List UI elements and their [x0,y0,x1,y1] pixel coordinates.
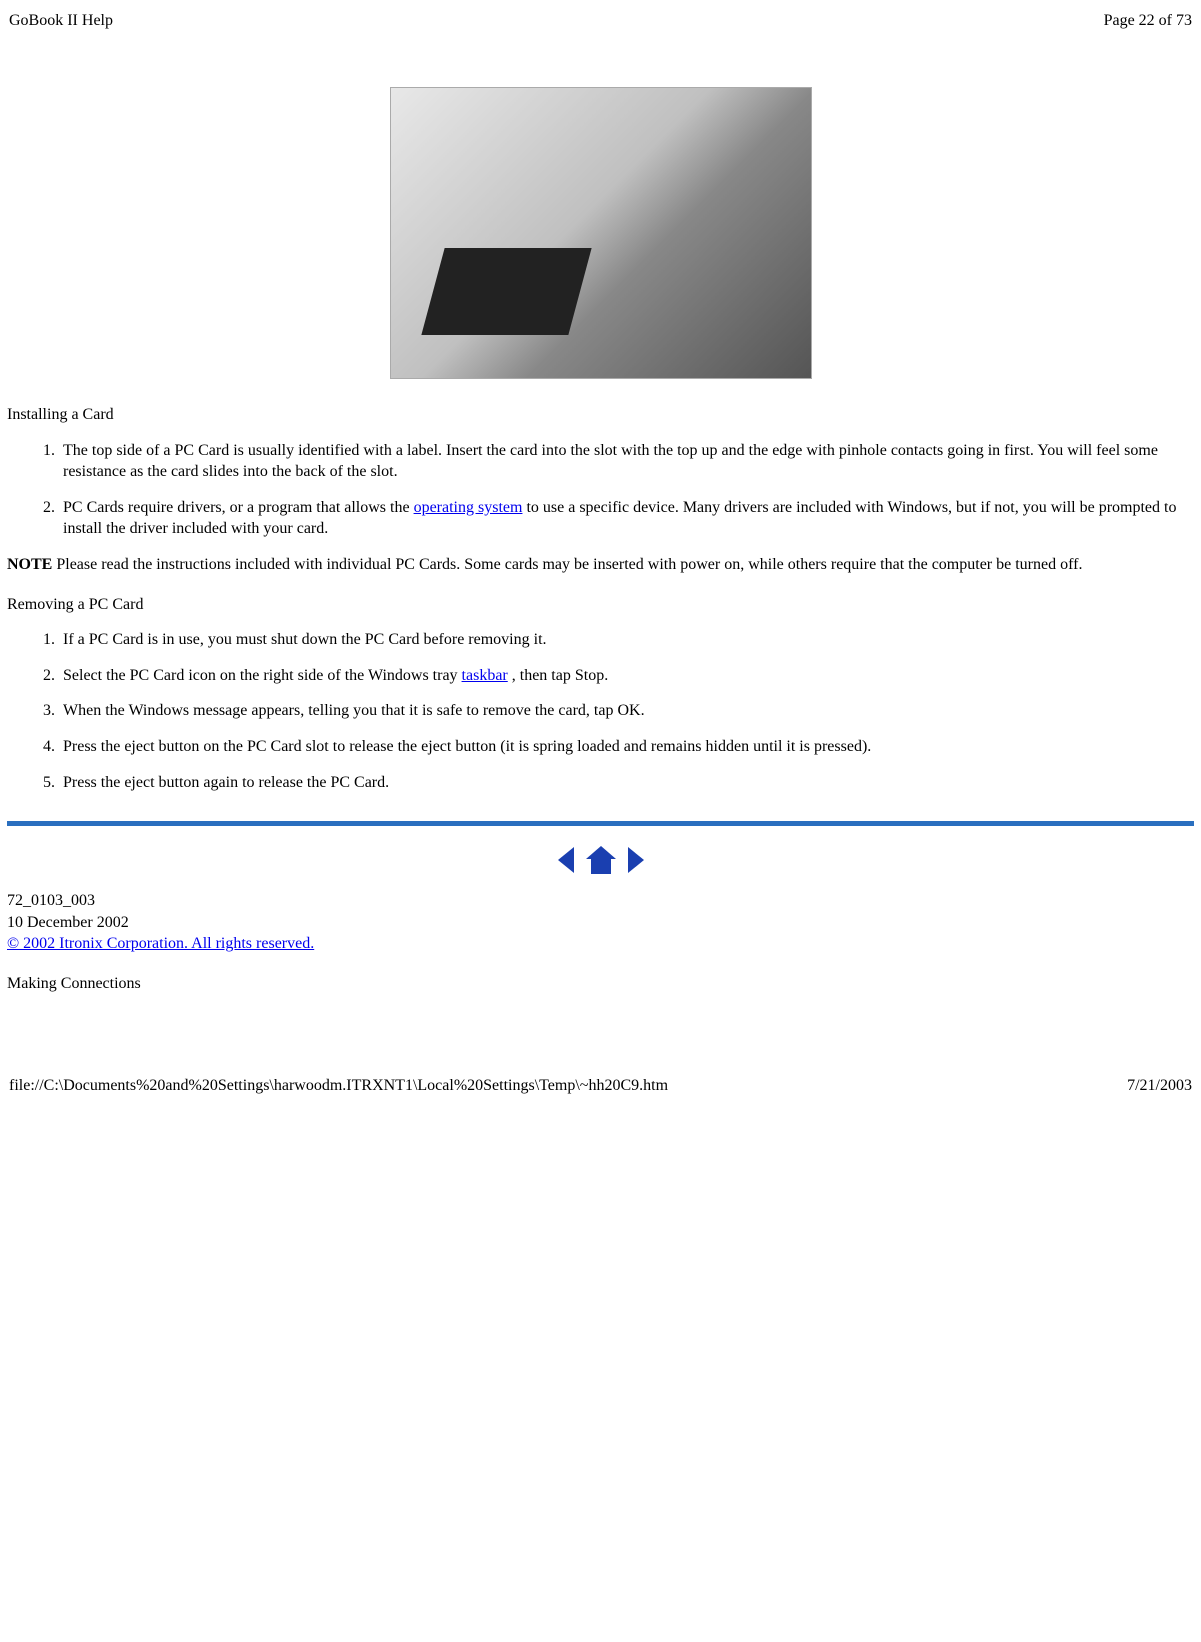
note-text: Please read the instructions included wi… [52,556,1082,573]
text: Select the PC Card icon on the right sid… [63,667,462,684]
laptop-pccard-image [390,87,812,379]
doc-date: 10 December 2002 [7,912,1194,934]
doc-id: 72_0103_003 [7,890,1194,912]
header-left: GoBook II Help [9,12,113,30]
list-item: PC Cards require drivers, or a program t… [59,497,1194,540]
nav-next-icon[interactable] [626,845,648,875]
footer-right: 7/21/2003 [1127,1077,1192,1095]
text: , then tap Stop. [508,667,608,684]
note-label: NOTE [7,556,52,573]
installing-list: The top side of a PC Card is usually ide… [7,440,1194,540]
taskbar-link[interactable]: taskbar [462,667,508,684]
nav-home-icon[interactable] [584,844,618,876]
list-item: When the Windows message appears, tellin… [59,700,1194,722]
section-divider [7,821,1194,826]
list-item: The top side of a PC Card is usually ide… [59,440,1194,483]
list-item: Press the eject button again to release … [59,772,1194,794]
list-item: Press the eject button on the PC Card sl… [59,736,1194,758]
copyright-link[interactable]: © 2002 Itronix Corporation. All rights r… [7,935,314,952]
removing-list: If a PC Card is in use, you must shut do… [7,629,1194,793]
list-item: If a PC Card is in use, you must shut do… [59,629,1194,651]
making-connections-title: Making Connections [7,973,1194,995]
nav-icons [7,844,1194,876]
text: PC Cards require drivers, or a program t… [63,499,414,516]
list-item: Select the PC Card icon on the right sid… [59,665,1194,687]
header-right: Page 22 of 73 [1104,12,1192,30]
nav-prev-icon[interactable] [554,845,576,875]
footer-left: file://C:\Documents%20and%20Settings\har… [9,1077,668,1095]
installing-title: Installing a Card [7,404,1194,426]
note-paragraph: NOTE Please read the instructions includ… [7,554,1194,576]
operating-system-link[interactable]: operating system [414,499,523,516]
removing-title: Removing a PC Card [7,594,1194,616]
